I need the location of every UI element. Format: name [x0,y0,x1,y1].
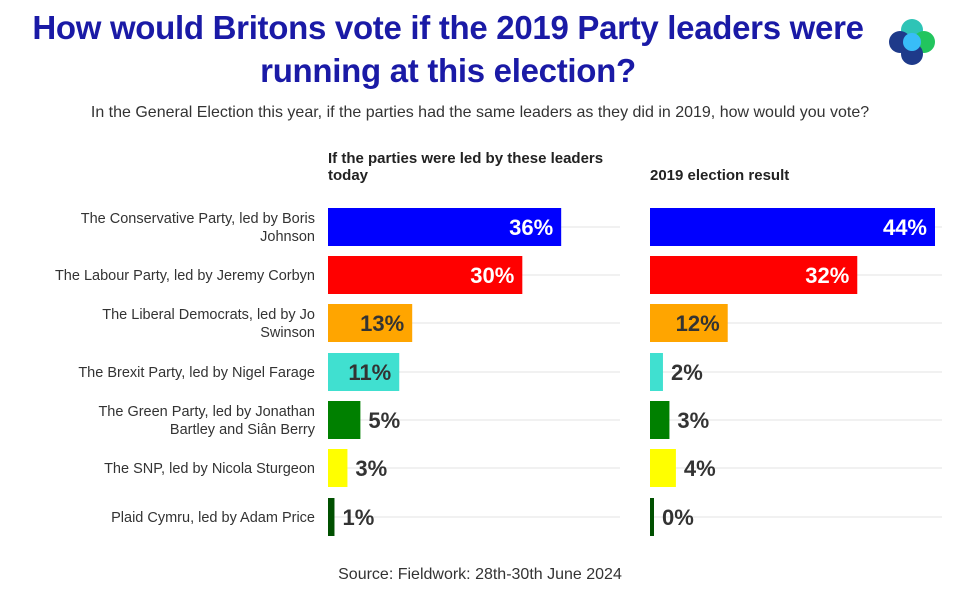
category-label: The Brexit Party, led by Nigel Farage [78,365,315,381]
data-label: 1% [342,505,374,530]
category-label-line: The Liberal Democrats, led by Jo [102,307,315,323]
source-note: Source: Fieldwork: 28th-30th June 2024 [338,566,622,583]
data-label: 30% [470,263,514,288]
category-label-line: Swinson [260,325,315,341]
chart-subtitle: In the General Election this year, if th… [90,104,870,121]
bar [650,498,654,536]
bar [650,401,670,439]
data-label: 36% [509,215,553,240]
page-title: How would Britons vote if the 2019 Party… [8,6,888,92]
series-1-header: If the parties were led by these leaders… [328,150,604,184]
bar [328,449,348,487]
category-label: The Green Party, led by Jonathan Bartley … [98,404,315,438]
bar [650,208,935,246]
category-label: The Liberal Democrats, led by Jo Swinson [102,307,315,341]
data-label: 12% [676,311,720,336]
bar [328,304,413,342]
data-label: 13% [360,311,404,336]
bar [328,208,562,246]
category-label-line: Johnson [260,229,315,245]
data-label: 3% [355,456,387,481]
bar [650,449,676,487]
title-line-2: running at this election? [260,52,636,89]
data-label: 11% [348,360,391,385]
bar [328,401,361,439]
bar [650,304,728,342]
category-label-line: The Green Party, led by Jonathan [98,404,315,420]
bar [328,353,400,391]
bar [650,256,858,294]
bar [328,498,335,536]
category-label-line: The Conservative Party, led by Boris [81,211,315,227]
category-label: The SNP, led by Nicola Sturgeon [104,461,315,477]
data-label: 3% [677,408,709,433]
category-label: The Conservative Party, led by Boris John… [81,211,315,245]
category-label: Plaid Cymru, led by Adam Price [111,510,315,526]
bar [650,353,663,391]
data-label: 0% [662,505,694,530]
data-label: 5% [368,408,400,433]
bar [328,256,523,294]
data-label: 2% [671,360,703,385]
title-line-1: How would Britons vote if the 2019 Party… [32,9,864,46]
logo-circle-center [903,33,921,51]
four-circle-logo-icon [889,19,935,65]
data-label: 4% [684,456,716,481]
category-label-line: Bartley and Siân Berry [170,422,316,438]
data-label: 44% [883,215,927,240]
category-label: The Labour Party, led by Jeremy Corbyn [55,268,315,284]
data-label: 32% [805,263,849,288]
series-2-header: 2019 election result [650,167,790,184]
